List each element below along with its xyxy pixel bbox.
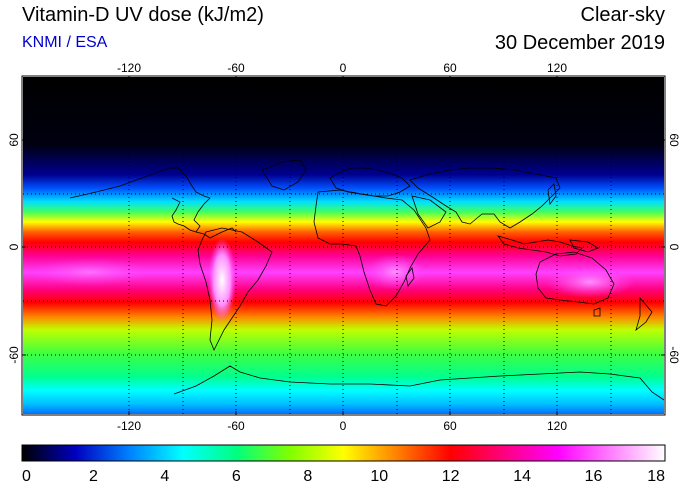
new-zealand-coast [635, 296, 653, 332]
lon-label-top-120e: 120 [547, 61, 567, 75]
pacific-high-dose [30, 258, 150, 286]
australia-high-dose [545, 266, 635, 298]
colorbar-label: 10 [370, 468, 388, 485]
arabia-coast [411, 195, 447, 229]
lat-label-right-0: 0 [667, 244, 681, 251]
lat-label-left-60n: 60 [7, 133, 21, 147]
colorbar-label: 16 [585, 468, 603, 485]
colorbar-label: 4 [160, 468, 169, 485]
lon-label-bottom-120w: -120 [117, 419, 141, 433]
new-guinea-coast [569, 239, 599, 253]
southern-africa-high-dose [365, 254, 425, 290]
colorbar-label: 2 [89, 468, 98, 485]
japan-coast [547, 183, 557, 206]
uv-field [23, 77, 664, 414]
lat-label-right-60s: -60 [667, 346, 681, 364]
lon-label-bottom-0: 0 [340, 419, 347, 433]
lat-label-left-60s: -60 [7, 346, 21, 364]
tick-marks [22, 76, 665, 415]
indonesia-coast [496, 235, 583, 257]
lon-label-top-60w: -60 [227, 61, 245, 75]
condition-label: Clear-sky [580, 4, 665, 26]
date-label: 30 December 2019 [494, 32, 665, 54]
south-america-coast [197, 227, 273, 351]
lon-label-bottom-120e: 120 [547, 419, 567, 433]
lat-label-right-60n: 60 [667, 133, 681, 147]
colorbar-label: 14 [513, 468, 531, 485]
colorbar-label: 8 [303, 468, 312, 485]
colorbar-label: 12 [442, 468, 460, 485]
lon-label-top-120w: -120 [117, 61, 141, 75]
europe-coast [329, 167, 411, 197]
greenland-coast [261, 159, 307, 191]
australia-coast [535, 251, 615, 305]
map-title: Vitamin-D UV dose (kJ/m2) [22, 4, 264, 26]
andes-high-dose [208, 238, 236, 322]
colorbar [21, 444, 666, 462]
colorbar-labels: 0 2 4 6 8 10 12 14 16 18 [22, 468, 665, 485]
central-america-coast [195, 227, 237, 239]
asia-coast [409, 167, 561, 229]
colorbar-label: 6 [232, 468, 241, 485]
antarctica-coast [173, 365, 664, 401]
madagascar-coast [405, 267, 415, 287]
graticule [23, 77, 664, 414]
lon-label-bottom-60w: -60 [227, 419, 245, 433]
lon-label-bottom-60e: 60 [443, 419, 457, 433]
lat-label-left-0: 0 [7, 243, 21, 250]
colorbar-label: 0 [22, 468, 31, 485]
tasmania-coast [593, 307, 601, 317]
source-label: KNMI / ESA [22, 34, 108, 51]
lon-label-top-0: 0 [340, 61, 347, 75]
colorbar-label: 18 [647, 468, 665, 485]
north-america-coast [69, 167, 211, 233]
lon-label-top-60e: 60 [443, 61, 457, 75]
